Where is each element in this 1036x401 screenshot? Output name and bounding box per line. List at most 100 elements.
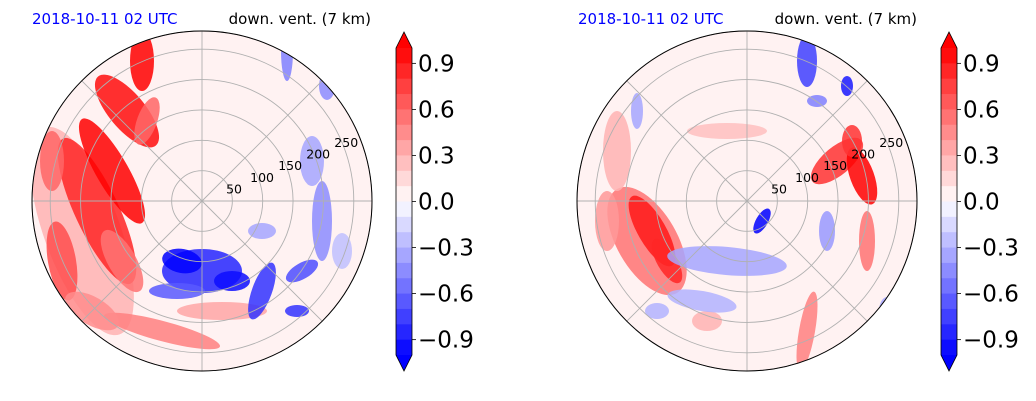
colorbar-level — [396, 94, 412, 110]
colorbar-tick-label: 0.3 — [963, 143, 1000, 169]
colorbar-level — [396, 48, 412, 64]
colorbar-level — [396, 324, 412, 341]
right-panel: 2018-10-11 02 UTC down. vent. (7 km) 50 1… — [576, 10, 1019, 372]
grid-spoke — [746, 200, 868, 322]
colorbar-level — [396, 262, 412, 279]
colorbar-tick-label: 0.0 — [963, 190, 1000, 216]
colorbar-level — [396, 78, 412, 95]
colorbar-level — [941, 293, 957, 310]
colorbar-tick-label: 0.9 — [418, 51, 455, 77]
field-blob — [149, 283, 205, 299]
field-blob — [645, 303, 669, 319]
radial-tick-label: 100 — [250, 170, 274, 185]
colorbar-level — [396, 278, 412, 295]
colorbar-tick-label: 0.0 — [418, 190, 455, 216]
grid-spoke — [201, 200, 323, 322]
field-blob — [595, 191, 619, 251]
field-blob — [248, 262, 276, 320]
colorbar-tick-label: 0.6 — [418, 97, 455, 123]
colorbar-level — [941, 94, 957, 110]
colorbar-level — [396, 170, 412, 187]
radial-tick-label: 250 — [334, 135, 358, 150]
colorbar-level — [941, 324, 957, 341]
radial-tick-label: 150 — [823, 158, 847, 173]
left-polar-frame — [31, 30, 373, 372]
field-blob — [879, 297, 895, 325]
left-colorbar: 0.9 0.6 0.3 0.0 −0.3 −0.6 −0.9 — [395, 31, 474, 372]
colorbar-extend-max — [396, 32, 412, 48]
field-blob — [300, 136, 324, 186]
colorbar-level — [941, 155, 957, 172]
radial-tick-label: 50 — [771, 181, 787, 196]
colorbar-outline — [940, 31, 958, 372]
colorbar-level — [396, 339, 412, 356]
colorbar-level — [941, 48, 957, 64]
colorbar-level — [941, 201, 957, 218]
colorbar-level — [396, 124, 412, 141]
right-polar-grid — [576, 30, 918, 372]
colorbar-level — [941, 262, 957, 279]
field-blob — [78, 118, 146, 224]
field-blob — [177, 302, 267, 320]
colorbar-tick-label: 0.6 — [963, 97, 1000, 123]
field-blob — [667, 289, 737, 313]
colorbar-level — [941, 170, 957, 187]
field-blob — [687, 123, 767, 139]
field-blob — [100, 229, 144, 293]
field-blob — [214, 271, 250, 291]
left-colorbar-segments — [395, 31, 413, 372]
right-panel-variable-title: down. vent. (7 km) — [775, 10, 917, 28]
right-field-blobs — [595, 35, 895, 371]
colorbar-tick-label: −0.3 — [418, 236, 474, 262]
colorbar-level — [396, 308, 412, 325]
right-colorbar-segments — [940, 31, 958, 372]
left-panel-date-title: 2018-10-11 02 UTC — [32, 10, 178, 28]
colorbar-level — [396, 201, 412, 218]
left-panel: 2018-10-11 02 UTC down. vent. (7 km) 50 1… — [31, 10, 474, 372]
field-blob — [103, 312, 221, 350]
colorbar-level — [396, 186, 412, 202]
field-blob — [859, 211, 875, 271]
field-blob — [692, 311, 722, 331]
field-blob — [248, 223, 276, 239]
colorbar-level — [396, 247, 412, 264]
radial-tick-label: 150 — [278, 158, 302, 173]
field-blob — [285, 259, 319, 283]
colorbar-extend-min — [396, 355, 412, 371]
colorbar-level — [941, 140, 957, 156]
right-polar-frame — [576, 30, 918, 372]
colorbar-tick-label: −0.9 — [963, 328, 1019, 354]
radial-tick-label: 50 — [226, 181, 242, 196]
field-blob — [631, 93, 643, 129]
field-blob — [332, 233, 352, 269]
grid-spoke — [81, 80, 203, 202]
grid-spoke — [626, 80, 748, 202]
radial-tick-label: 250 — [879, 135, 903, 150]
right-polar-plot: 50 100 150 200 250 — [576, 30, 918, 372]
field-blob — [162, 248, 202, 274]
colorbar-extend-max — [941, 32, 957, 48]
colorbar-level — [941, 78, 957, 95]
field-blob — [651, 238, 683, 284]
colorbar-extend-min — [941, 355, 957, 371]
field-blob — [797, 35, 817, 87]
radial-tick-label: 200 — [306, 147, 330, 162]
left-panel-variable-title: down. vent. (7 km) — [229, 10, 371, 28]
colorbar-level — [941, 63, 957, 80]
colorbar-tick-label: −0.3 — [963, 236, 1019, 262]
colorbar-level — [396, 109, 412, 126]
field-blob — [841, 76, 853, 96]
field-blob — [796, 291, 818, 371]
colorbar-level — [941, 247, 957, 264]
right-panel-date-title: 2018-10-11 02 UTC — [578, 10, 724, 28]
colorbar-level — [941, 216, 957, 233]
colorbar-tick-label: −0.9 — [418, 328, 474, 354]
colorbar-level — [396, 63, 412, 80]
field-blob — [130, 31, 154, 91]
field-blob — [753, 208, 771, 234]
colorbar-level — [396, 216, 412, 233]
colorbar-tick-label: 0.3 — [418, 143, 455, 169]
colorbar-level — [941, 308, 957, 325]
colorbar-tick-label: −0.6 — [418, 282, 474, 308]
grid-spoke — [81, 200, 203, 322]
